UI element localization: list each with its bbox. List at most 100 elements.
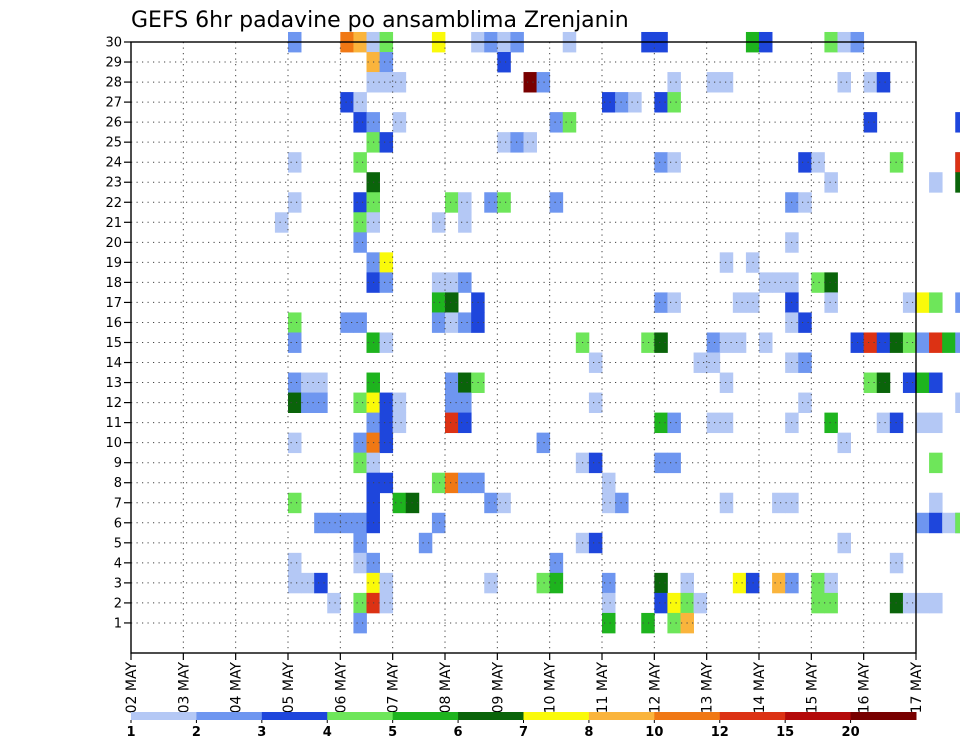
precip-cell — [431, 292, 446, 313]
precip-cell — [706, 72, 721, 93]
x-tick-label: 02 MAY — [124, 662, 140, 714]
precip-cell — [536, 72, 551, 93]
y-tick-label: 26 — [105, 116, 122, 131]
precip-cell — [431, 312, 446, 333]
precip-cell — [353, 512, 367, 534]
precip-cell — [379, 132, 394, 153]
scale-label: 10 — [645, 725, 663, 740]
precip-cell — [654, 332, 668, 353]
precip-cell — [588, 532, 603, 554]
y-tick-label: 19 — [105, 256, 122, 271]
precip-cell — [929, 592, 943, 614]
precip-cell — [379, 252, 394, 273]
precip-cell — [353, 452, 367, 474]
x-tick-label: 11 MAY — [595, 662, 611, 714]
precip-cell — [288, 312, 302, 333]
y-tick-label: 25 — [105, 136, 122, 151]
y-tick-label: 22 — [105, 196, 122, 211]
scale-swatch — [196, 712, 263, 720]
precip-cell — [602, 592, 616, 614]
precip-cell — [602, 492, 616, 514]
x-tick-label: 06 MAY — [333, 662, 349, 714]
precip-cell — [288, 332, 302, 353]
precip-cell — [667, 612, 681, 634]
y-tick-label: 4 — [114, 556, 122, 571]
scale-swatch — [261, 712, 328, 720]
precip-cell — [340, 92, 354, 113]
y-axis-ticks: 1234567891011121314151617181920212223242… — [105, 36, 131, 631]
precip-cell — [824, 172, 838, 193]
precip-cell — [353, 112, 367, 133]
precip-cell — [916, 292, 930, 313]
precip-cell — [431, 212, 446, 233]
y-tick-label: 16 — [105, 316, 122, 331]
precip-cell — [902, 372, 917, 393]
precip-cell — [654, 592, 668, 614]
precip-cell — [916, 412, 930, 434]
scale-swatch — [392, 712, 459, 720]
precip-cell — [641, 332, 655, 353]
x-tick-label: 14 MAY — [752, 662, 768, 714]
y-tick-label: 1 — [114, 616, 122, 631]
precip-cell — [824, 292, 838, 313]
precip-cell — [719, 372, 734, 393]
precip-cell — [458, 392, 472, 413]
y-tick-label: 30 — [105, 36, 122, 51]
precip-cell — [732, 332, 747, 353]
precip-cell — [602, 572, 616, 594]
y-tick-label: 17 — [105, 296, 122, 311]
scale-swatch — [785, 712, 852, 720]
precip-cell — [588, 392, 603, 413]
precip-cell — [772, 572, 786, 594]
y-tick-label: 3 — [114, 576, 122, 591]
precip-cell — [431, 472, 446, 494]
precip-cell — [732, 572, 747, 594]
precip-cell — [288, 552, 302, 574]
precip-cell — [706, 332, 721, 353]
precip-cell — [288, 572, 302, 594]
precip-cell — [667, 292, 681, 313]
scale-label: 4 — [323, 725, 332, 740]
y-tick-label: 8 — [114, 476, 122, 491]
y-tick-label: 9 — [114, 456, 122, 471]
color-scale-legend: 1 2 3 4 5 6 7 8 10 12 15 20 — [126, 712, 917, 740]
chart-title: GEFS 6hr padavine po ansamblima Zrenjani… — [131, 8, 629, 33]
precip-cell — [811, 152, 825, 173]
precip-cell — [602, 92, 616, 113]
precip-cell — [929, 492, 943, 514]
precip-cell — [353, 212, 367, 233]
precip-cell — [615, 92, 629, 113]
cells-layer — [274, 31, 960, 634]
precip-cell — [340, 312, 354, 333]
precip-cell — [314, 572, 328, 594]
precip-cell — [837, 432, 851, 454]
precip-cell — [445, 272, 459, 293]
precip-cell — [798, 392, 812, 413]
precip-cell — [693, 352, 708, 373]
precip-cell — [719, 72, 734, 93]
precip-cell — [588, 452, 603, 474]
precip-cell — [288, 432, 302, 454]
precip-cell — [379, 472, 394, 494]
precip-cell — [654, 412, 668, 434]
precip-cell — [955, 112, 960, 133]
y-tick-label: 18 — [105, 276, 122, 291]
y-tick-label: 6 — [114, 516, 122, 531]
precip-cell — [484, 492, 498, 514]
x-tick-label: 12 MAY — [647, 662, 663, 714]
precip-cell — [654, 92, 668, 113]
precip-cell — [549, 112, 564, 133]
precip-cell — [654, 152, 668, 173]
precip-cell — [379, 392, 394, 413]
precip-cell — [719, 412, 734, 434]
precip-cell — [902, 292, 917, 313]
scale-label: 5 — [388, 725, 397, 740]
x-tick-label: 13 MAY — [700, 662, 716, 714]
precip-cell — [876, 332, 891, 353]
precip-cell — [863, 332, 878, 353]
scale-label: 6 — [454, 725, 463, 740]
x-tick-label: 04 MAY — [229, 662, 245, 714]
precip-cell — [602, 472, 616, 494]
precip-cell — [379, 272, 394, 293]
precip-cell — [353, 432, 367, 454]
